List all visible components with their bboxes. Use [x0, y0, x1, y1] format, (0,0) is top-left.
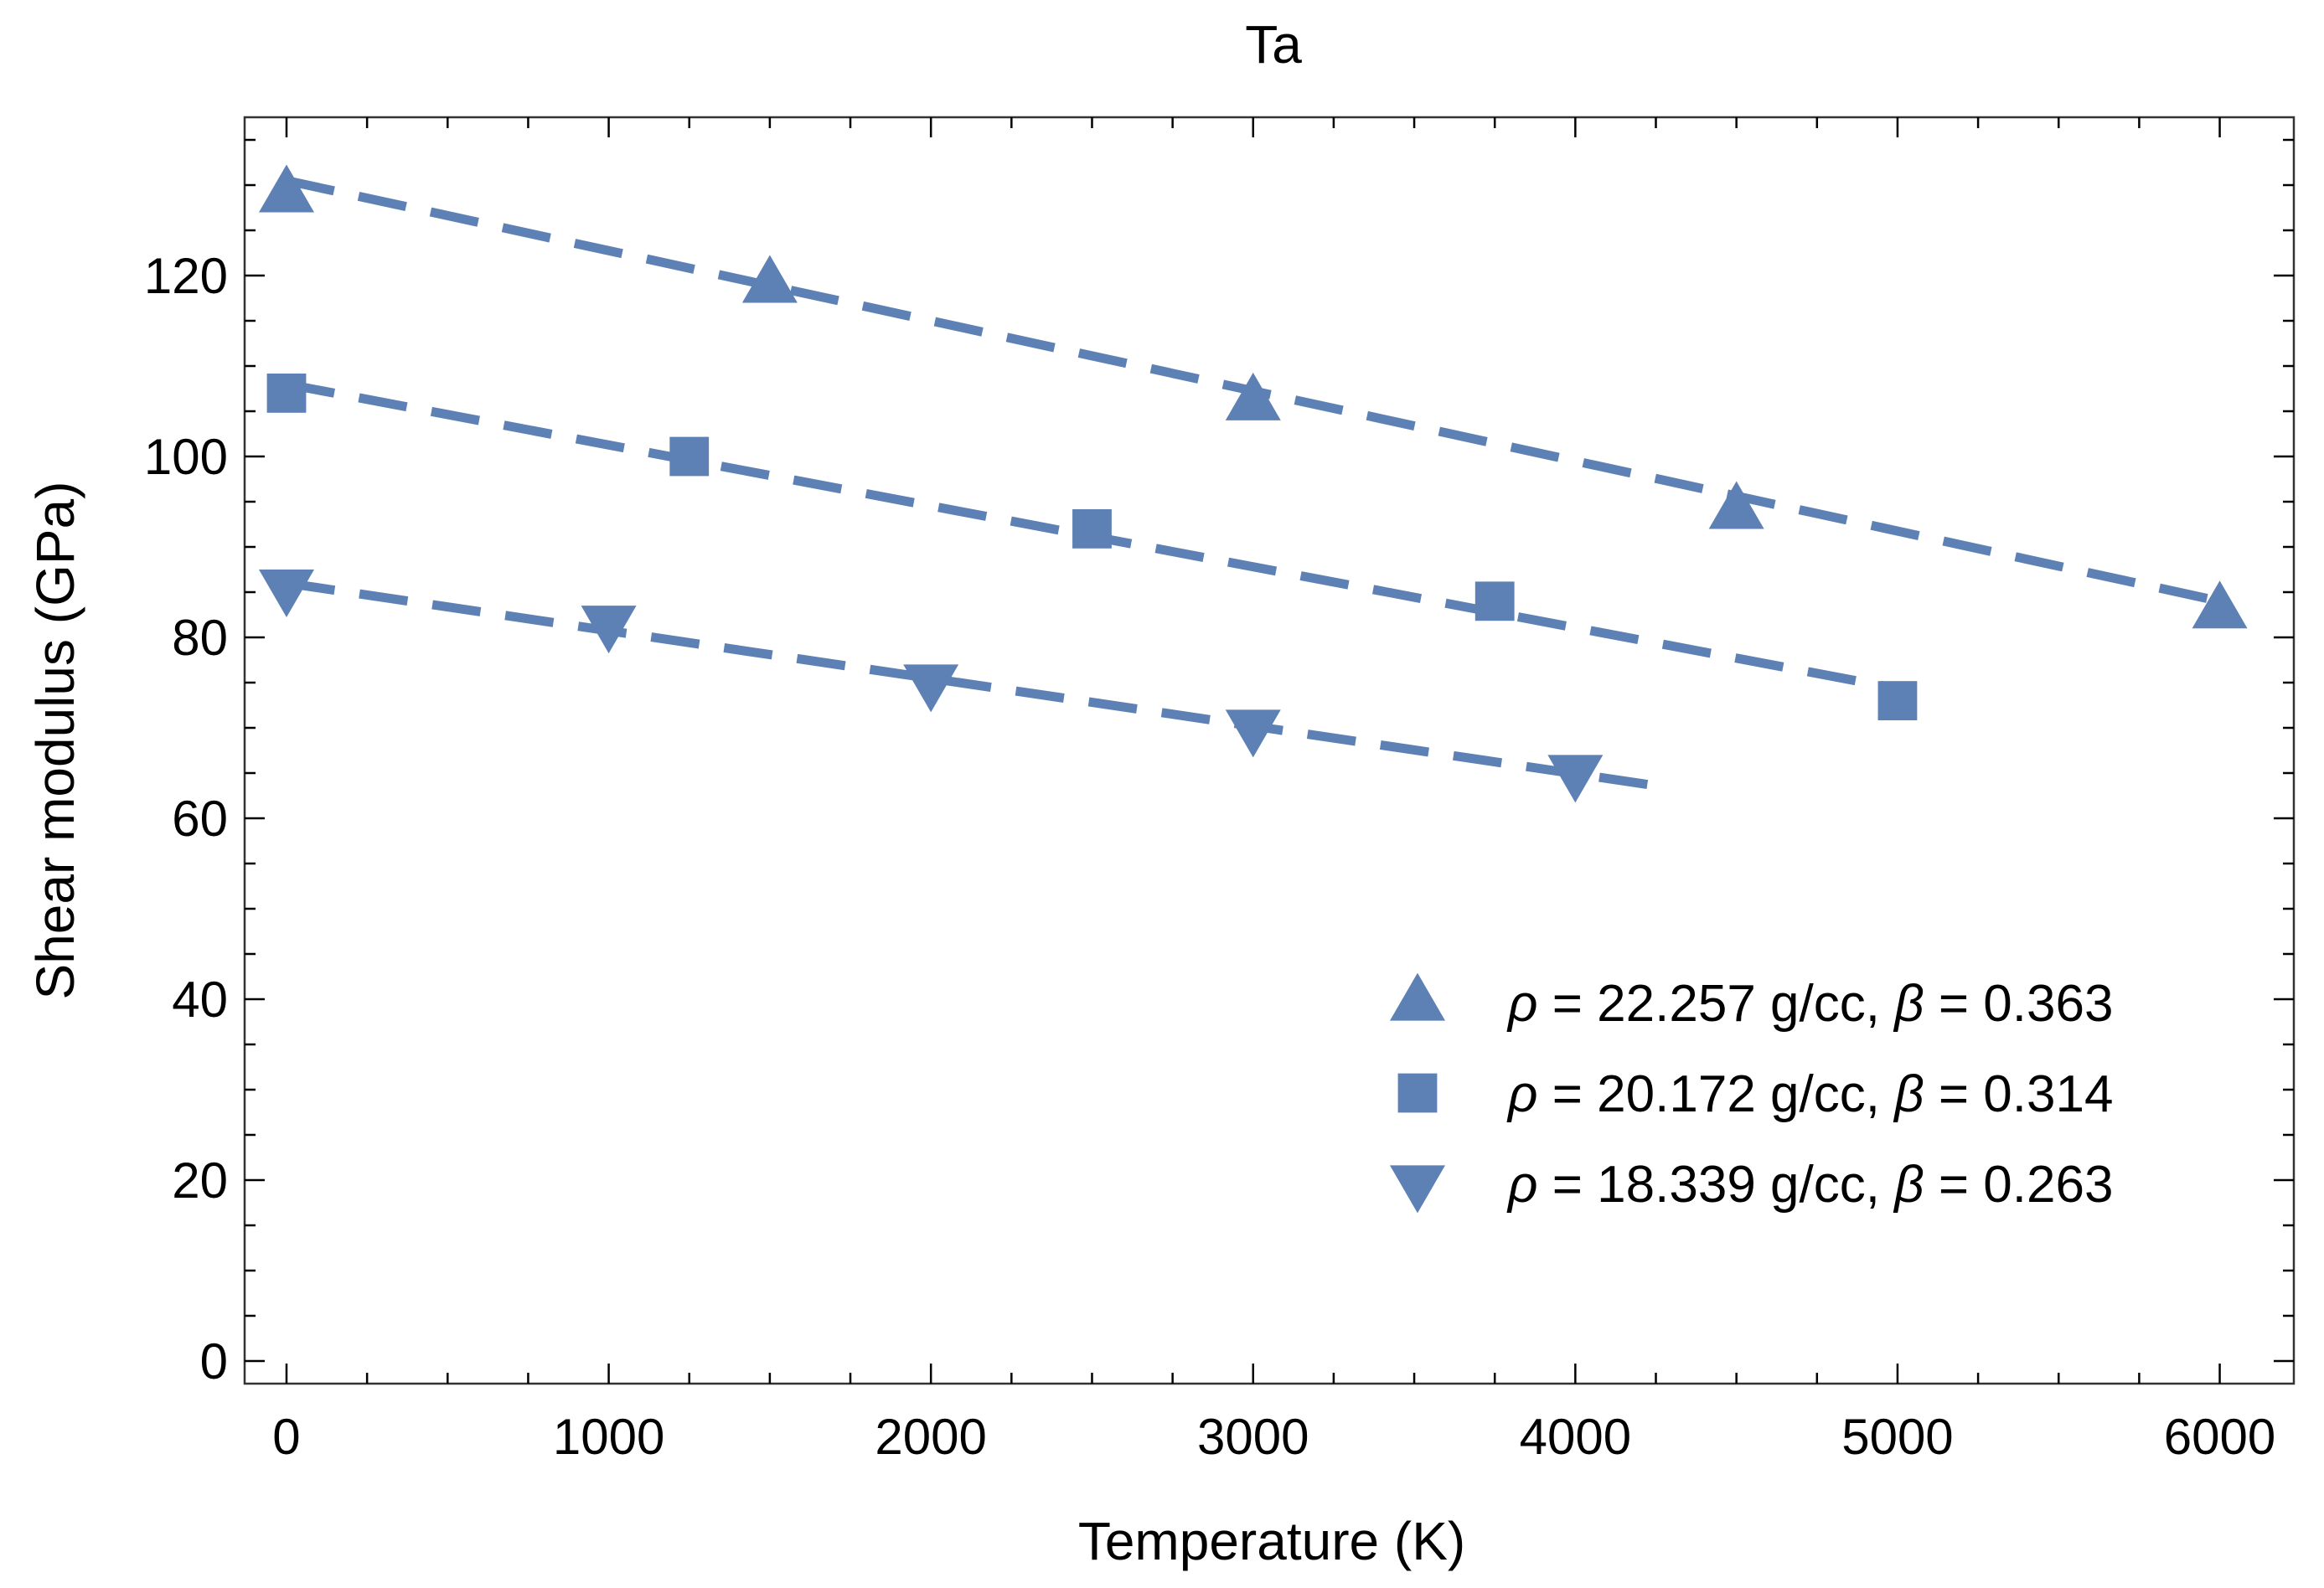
legend-symbol: β — [1893, 1065, 1924, 1123]
x-tick-label: 4000 — [1520, 1409, 1631, 1465]
data-point-triangle-up — [258, 164, 314, 213]
legend-text: = 0.363 — [1924, 975, 2114, 1033]
data-point-square — [1877, 681, 1918, 720]
legend-marker-triangle-down — [1390, 1165, 1445, 1214]
x-tick-label: 6000 — [2164, 1409, 2275, 1465]
y-tick-label: 40 — [172, 972, 228, 1028]
legend-text: = 22.257 g/cc, — [1538, 975, 1895, 1033]
data-point-square — [669, 436, 710, 477]
legend-symbol: β — [1893, 975, 1924, 1033]
data-point-square — [1474, 581, 1515, 621]
legend-label: ρ = 20.172 g/cc, β = 0.314 — [1506, 1065, 2113, 1123]
x-axis-label: Temperature (K) — [1078, 1511, 1465, 1571]
y-tick-label: 120 — [144, 248, 228, 304]
legend-marker-triangle-up — [1390, 972, 1445, 1021]
legend-text: = 18.339 g/cc, — [1538, 1156, 1895, 1214]
y-tick-label: 20 — [172, 1152, 228, 1209]
data-point-triangle-down — [903, 664, 959, 713]
legend-text: = 0.314 — [1924, 1065, 2114, 1123]
y-tick-label: 80 — [172, 610, 228, 666]
y-tick-label: 0 — [200, 1333, 228, 1390]
x-tick-label: 0 — [272, 1409, 300, 1465]
data-point-square — [1072, 509, 1112, 549]
x-tick-label: 2000 — [875, 1409, 986, 1465]
legend-text: = 20.172 g/cc, — [1538, 1065, 1895, 1123]
x-tick-label: 5000 — [1841, 1409, 1953, 1465]
plot-area: 0 1000 2000 3000 4000 5000 6000 0 20 40 60 80 100 120 — [144, 116, 2296, 1465]
legend-symbol: β — [1893, 1156, 1924, 1214]
legend-symbol: ρ — [1506, 1065, 1538, 1123]
data-point-triangle-up — [741, 255, 798, 303]
legend-symbol: ρ — [1506, 1156, 1538, 1214]
fit-line-series-3 — [286, 578, 1664, 791]
plot-frame — [243, 116, 2296, 1385]
y-tick-label: 100 — [144, 429, 228, 485]
y-axis-label: Shear modulus (GPa) — [25, 482, 85, 1000]
x-tick-label: 3000 — [1197, 1409, 1309, 1465]
legend-symbol: ρ — [1506, 975, 1538, 1033]
legend-text: = 0.263 — [1924, 1156, 2114, 1214]
x-tick-label: 1000 — [553, 1409, 664, 1465]
data-point-triangle-down — [1547, 755, 1604, 803]
data-point-triangle-down — [258, 569, 314, 617]
legend-marker-square — [1397, 1073, 1438, 1113]
data-point-triangle-up — [1225, 372, 1281, 420]
y-tick-label: 60 — [172, 791, 228, 847]
data-point-triangle-up — [1708, 481, 1764, 529]
data-point-square — [266, 374, 307, 413]
legend-label: ρ = 18.339 g/cc, β = 0.263 — [1506, 1156, 2113, 1214]
data-point-triangle-down — [581, 606, 637, 654]
data-point-triangle-down — [1225, 709, 1281, 758]
data-point-triangle-up — [2192, 580, 2248, 629]
chart-title: Ta — [1245, 14, 1302, 75]
legend-label: ρ = 22.257 g/cc, β = 0.363 — [1506, 975, 2113, 1033]
